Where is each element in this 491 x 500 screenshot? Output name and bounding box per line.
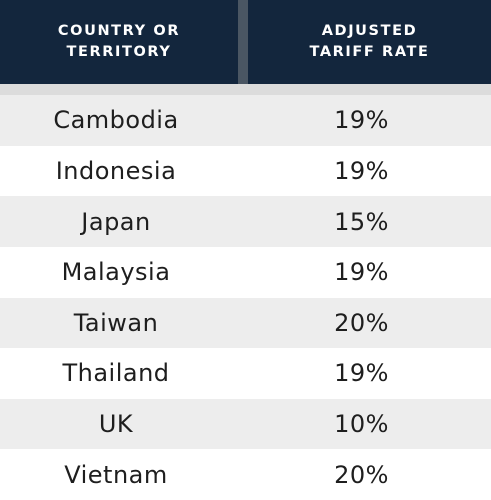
header-text: COUNTRY OR TERRITORY <box>57 23 181 60</box>
header-separator <box>238 0 248 84</box>
rate-cell: 10% <box>334 410 389 439</box>
rate-cell: 19% <box>334 106 389 135</box>
header-cell: ADJUSTED TARIFF RATE <box>248 0 491 84</box>
country-cell: Japan <box>81 207 151 236</box>
rate-cell: 15% <box>334 207 389 236</box>
rate-cell: 19% <box>334 359 389 388</box>
rate-cell: 20% <box>334 308 389 337</box>
header-cell: COUNTRY OR TERRITORY <box>0 0 238 84</box>
rate-cell: 19% <box>334 258 389 287</box>
header-text: ADJUSTED TARIFF RATE <box>309 23 430 60</box>
table-row: UK 10% <box>0 398 491 450</box>
header-strip <box>0 84 491 95</box>
country-cell: Taiwan <box>73 308 159 337</box>
rate-cell: 19% <box>334 156 389 185</box>
table-row: Japan 15% <box>0 196 491 247</box>
country-cell: Vietnam <box>64 460 168 489</box>
country-cell: UK <box>98 410 134 439</box>
country-cell: Cambodia <box>53 106 179 135</box>
table-row: Thailand 19% <box>0 348 491 399</box>
country-cell: Thailand <box>62 359 170 388</box>
table-body: Cambodia 19% Indonesia 19% Japan 15% Malaysia 1… <box>0 95 491 500</box>
table-row: Taiwan 20% <box>0 297 491 349</box>
country-cell: Malaysia <box>61 258 171 287</box>
table-row: Cambodia 19% <box>0 95 491 146</box>
table-row: Vietnam 20% <box>0 449 491 500</box>
rate-cell: 20% <box>334 460 389 489</box>
table-row: Indonesia 19% <box>0 146 491 197</box>
country-cell: Indonesia <box>55 156 177 185</box>
table-row: Malaysia 19% <box>0 247 491 298</box>
